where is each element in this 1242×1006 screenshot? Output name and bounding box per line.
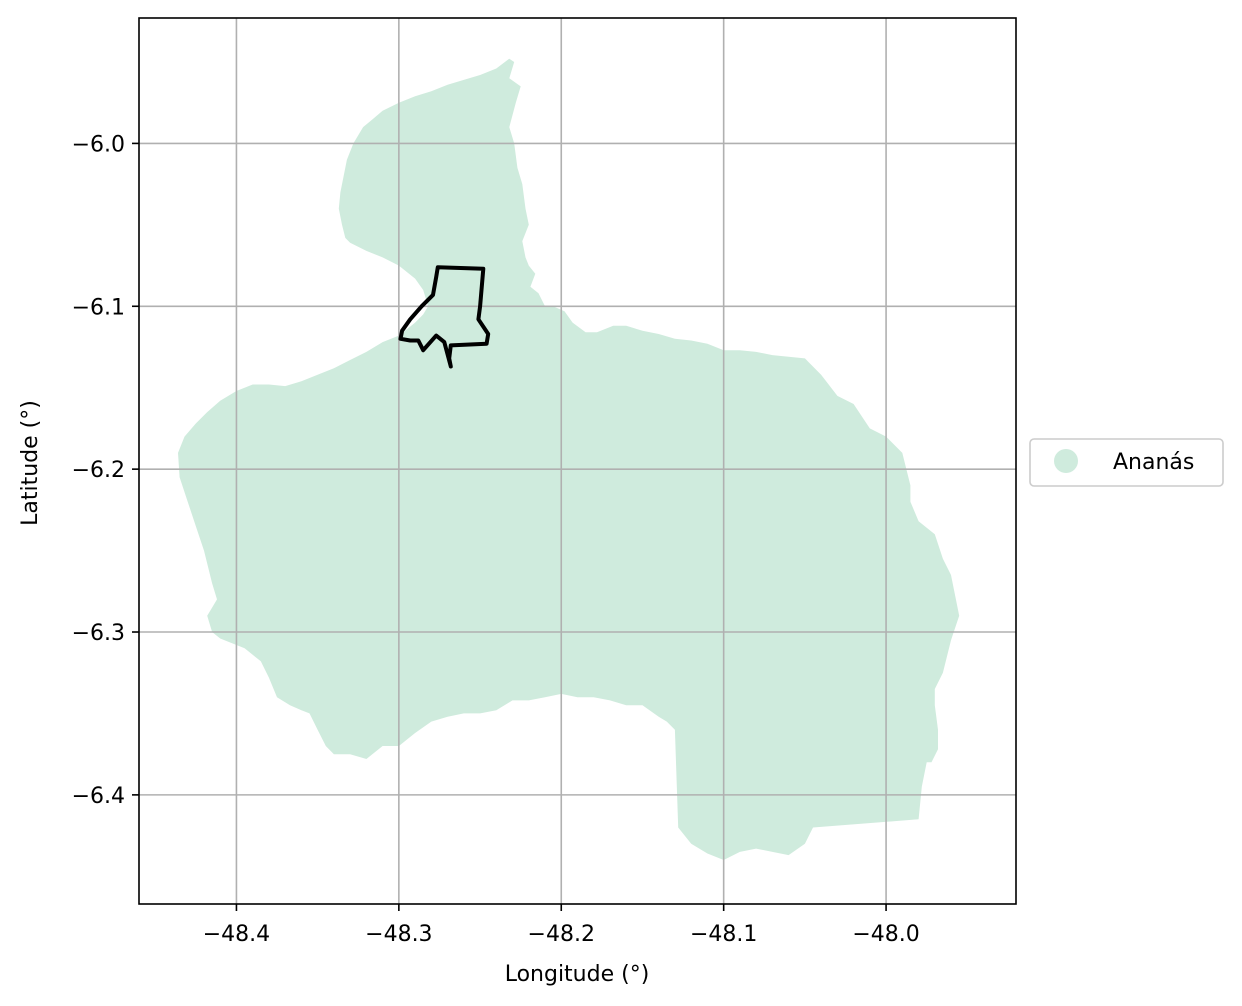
legend-label-ananas: Ananás [1113, 450, 1194, 475]
x-tick-label: −48.3 [365, 922, 432, 947]
y-tick-label: −6.1 [72, 295, 125, 320]
y-tick-label: −6.3 [72, 621, 125, 646]
x-axis-label: Longitude (°) [505, 962, 650, 987]
y-tick-label: −6.4 [72, 784, 125, 809]
x-tick-label: −48.2 [528, 922, 595, 947]
y-tick-label: −6.0 [72, 132, 125, 157]
x-tick-label: −48.0 [852, 922, 919, 947]
x-tick-label: −48.4 [203, 922, 270, 947]
x-tick-label: −48.1 [690, 922, 757, 947]
y-axis-label: Latitude (°) [18, 400, 43, 526]
legend-marker-ananas [1054, 449, 1078, 473]
y-tick-label: −6.2 [72, 458, 125, 483]
legend: Ananás [1030, 439, 1223, 486]
